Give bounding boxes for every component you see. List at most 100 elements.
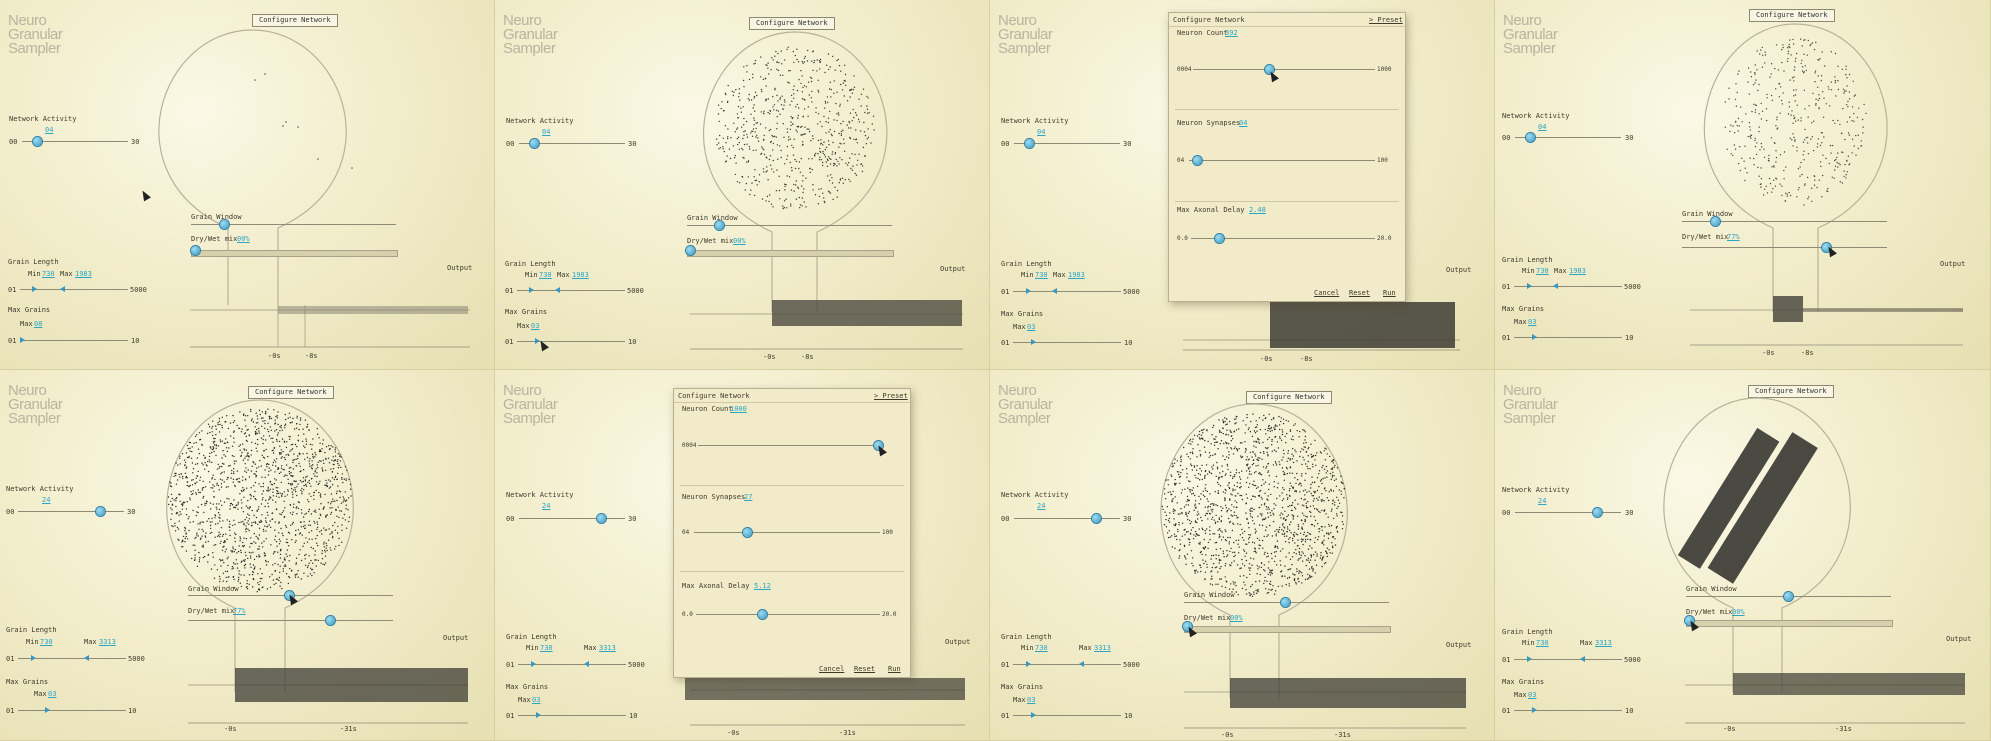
max-grains-handle[interactable] [535,338,540,344]
grain-window-thumb[interactable] [1784,592,1793,601]
dry-wet-thumb[interactable] [686,246,695,255]
grain-max-handle[interactable] [1580,656,1585,662]
grain-max-handle[interactable] [1079,661,1084,667]
network-activity-slider[interactable] [1515,512,1621,513]
grain-min-handle[interactable] [1527,656,1532,662]
network-activity-slider[interactable] [1515,137,1621,138]
configure-network-button[interactable]: Configure Network [248,386,334,399]
dry-wet-thumb[interactable] [1822,243,1831,252]
max-grains-slider[interactable] [18,710,126,711]
grain-window-thumb[interactable] [285,591,294,600]
grain-min-handle[interactable] [529,287,534,293]
neuron-synapses-value[interactable]: 04 [1239,119,1248,127]
configure-network-button[interactable]: Configure Network [1749,9,1835,22]
neuron-synapses-thumb[interactable] [743,528,752,537]
network-activity-slider[interactable] [18,511,124,512]
configure-network-button[interactable]: Configure Network [252,14,338,27]
preset-button[interactable]: > Preset [1369,16,1403,24]
neuron-synapses-value[interactable]: 27 [744,493,753,501]
grain-max-handle[interactable] [555,287,560,293]
dry-wet-value[interactable]: 00% [1230,614,1243,622]
network-activity-slider[interactable] [1014,518,1120,519]
max-grains-value[interactable]: 03 [1528,691,1537,699]
grain-min-value[interactable]: 730 [1536,639,1549,647]
grain-window-slider[interactable] [687,225,892,226]
dry-wet-thumb[interactable] [1685,616,1694,625]
grain-window-thumb[interactable] [715,221,724,230]
axonal-delay-value[interactable]: 5.12 [754,582,771,590]
cancel-button[interactable]: Cancel [819,665,845,673]
max-grains-slider[interactable] [1013,342,1121,343]
max-grains-value[interactable]: 08 [34,320,43,328]
network-activity-slider[interactable] [519,143,625,144]
grain-max-handle[interactable] [1553,283,1558,289]
max-grains-slider[interactable] [1514,710,1622,711]
dry-wet-slider[interactable] [188,620,393,621]
network-activity-slider[interactable] [1014,143,1120,144]
network-activity-thumb[interactable] [1025,139,1034,148]
grain-length-slider[interactable] [517,290,625,291]
max-grains-value[interactable]: 03 [48,690,57,698]
network-activity-value[interactable]: 24 [42,496,51,504]
grain-max-value[interactable]: 1983 [572,271,589,279]
network-activity-value[interactable]: 04 [542,128,551,136]
grain-min-handle[interactable] [32,286,37,292]
grain-min-handle[interactable] [1026,661,1031,667]
dry-wet-thumb[interactable] [191,246,200,255]
max-grains-value[interactable]: 03 [1027,323,1036,331]
configure-network-button[interactable]: Configure Network [1246,391,1332,404]
grain-max-value[interactable]: 3313 [99,638,116,646]
grain-max-handle[interactable] [1052,288,1057,294]
max-grains-handle[interactable] [1532,707,1537,713]
grain-min-handle[interactable] [1026,288,1031,294]
grain-min-value[interactable]: 730 [539,271,552,279]
network-activity-value[interactable]: 04 [1037,128,1046,136]
cancel-button[interactable]: Cancel [1314,289,1340,297]
axonal-delay-thumb[interactable] [1215,234,1224,243]
grain-min-value[interactable]: 730 [1035,644,1048,652]
axonal-delay-thumb[interactable] [758,610,767,619]
dry-wet-thumb[interactable] [326,616,335,625]
dry-wet-value[interactable]: 00% [237,235,250,243]
network-activity-thumb[interactable] [33,137,42,146]
neuron-count-slider[interactable] [1193,69,1375,70]
dry-wet-value[interactable]: 00% [733,237,746,245]
grain-min-value[interactable]: 730 [1035,271,1048,279]
dry-wet-thumb[interactable] [1183,622,1192,631]
max-grains-slider[interactable] [1514,337,1622,338]
network-activity-thumb[interactable] [1593,508,1602,517]
network-activity-value[interactable]: 24 [1037,502,1046,510]
dry-wet-slider[interactable] [1184,626,1391,633]
network-activity-value[interactable]: 24 [1538,497,1547,505]
max-grains-handle[interactable] [45,707,50,713]
reset-button[interactable]: Reset [854,665,876,673]
grain-max-handle[interactable] [584,661,589,667]
max-grains-handle[interactable] [20,337,25,343]
max-grains-value[interactable]: 03 [1528,318,1537,326]
axonal-delay-slider[interactable] [696,614,880,615]
network-activity-thumb[interactable] [530,139,539,148]
neuron-count-thumb[interactable] [1265,65,1274,74]
max-grains-handle[interactable] [1532,334,1537,340]
network-activity-slider[interactable] [22,141,128,142]
dry-wet-slider[interactable] [191,250,398,257]
network-activity-thumb[interactable] [96,507,105,516]
neuron-count-thumb[interactable] [874,441,883,450]
neuron-synapses-thumb[interactable] [1193,156,1202,165]
network-activity-thumb[interactable] [597,514,606,523]
grain-min-value[interactable]: 730 [42,270,55,278]
grain-min-handle[interactable] [531,661,536,667]
max-grains-value[interactable]: 03 [1027,696,1036,704]
max-grains-slider[interactable] [518,715,626,716]
network-activity-value[interactable]: 04 [1538,123,1547,131]
grain-max-value[interactable]: 1983 [1569,267,1586,275]
grain-max-value[interactable]: 3313 [1094,644,1111,652]
grain-length-slider[interactable] [1013,291,1121,292]
neuron-count-slider[interactable] [698,445,880,446]
grain-max-value[interactable]: 1983 [1068,271,1085,279]
grain-length-slider[interactable] [518,664,626,665]
reset-button[interactable]: Reset [1349,289,1371,297]
grain-max-value[interactable]: 1983 [75,270,92,278]
grain-min-value[interactable]: 730 [540,644,553,652]
preset-button[interactable]: > Preset [874,392,908,400]
